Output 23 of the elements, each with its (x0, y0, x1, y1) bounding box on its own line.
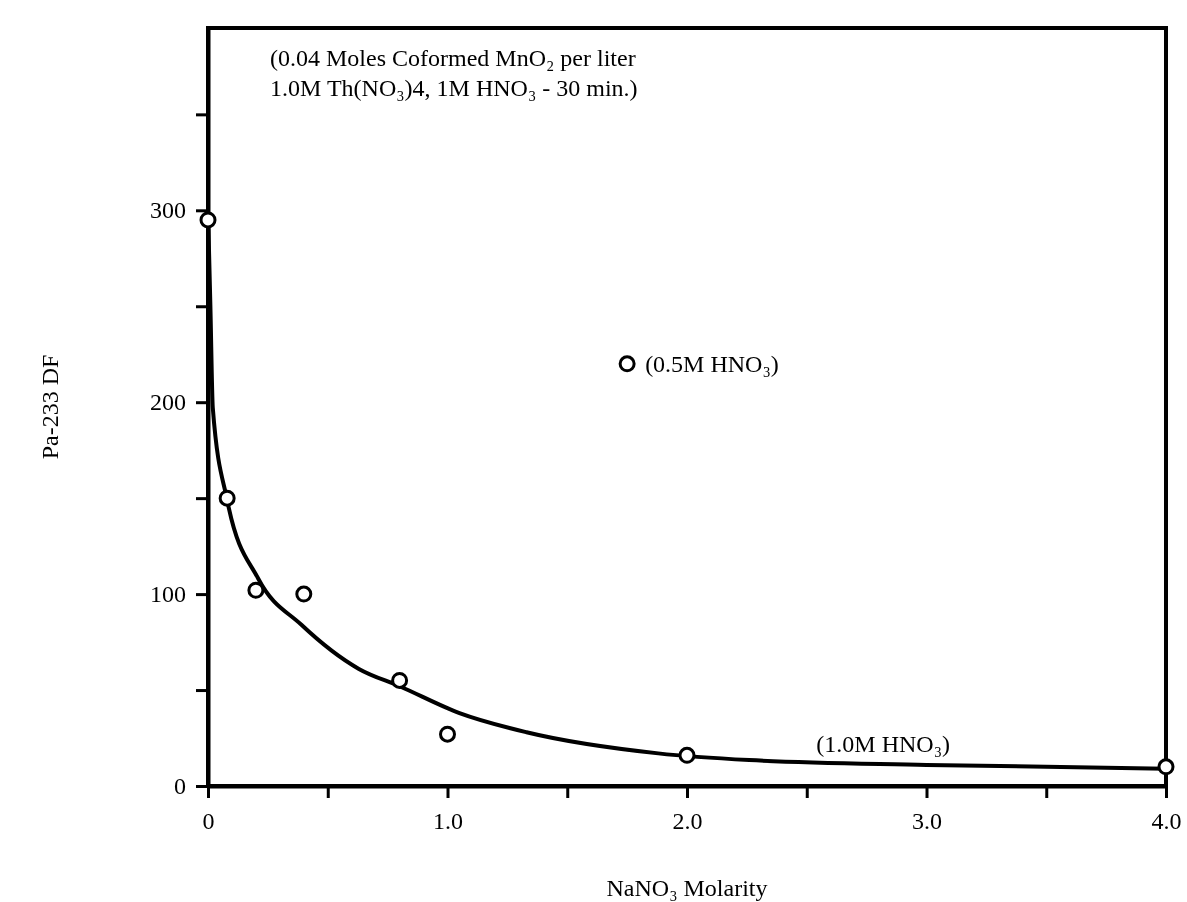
point (678, 746, 696, 764)
point (439, 725, 456, 743)
annotation: (0.5M HNO₃) (645, 351, 779, 378)
y-tick-label: 0 (174, 773, 186, 800)
x-tick-label: 3.0 (912, 808, 942, 835)
x-axis-title: NaNO₃ Molarity (606, 875, 768, 901)
y-tick-label: 100 (150, 581, 186, 608)
point (295, 585, 313, 603)
point (391, 671, 409, 689)
annotation: (0.04 Moles Coformed MnO₂ per liter (270, 45, 636, 71)
x-tick-label: 0 (202, 808, 215, 835)
annotation: (1.0M HNO₃) (816, 731, 951, 757)
point (247, 581, 265, 599)
y-tick-label: 300 (150, 197, 186, 224)
x-tick-label: 2.0 (672, 808, 703, 835)
y-axis-title: Pa-233 DF (37, 354, 63, 460)
point (218, 489, 236, 507)
x-tick-label: 1.0 (433, 808, 463, 835)
point (1157, 758, 1175, 776)
y-tick-label: 200 (150, 389, 186, 416)
annotation: 1.0M Th(NO₃)4, 1M HNO₃ - 30 min.) (270, 75, 638, 101)
x-tick-label: 4.0 (1151, 808, 1182, 835)
point (618, 355, 636, 373)
